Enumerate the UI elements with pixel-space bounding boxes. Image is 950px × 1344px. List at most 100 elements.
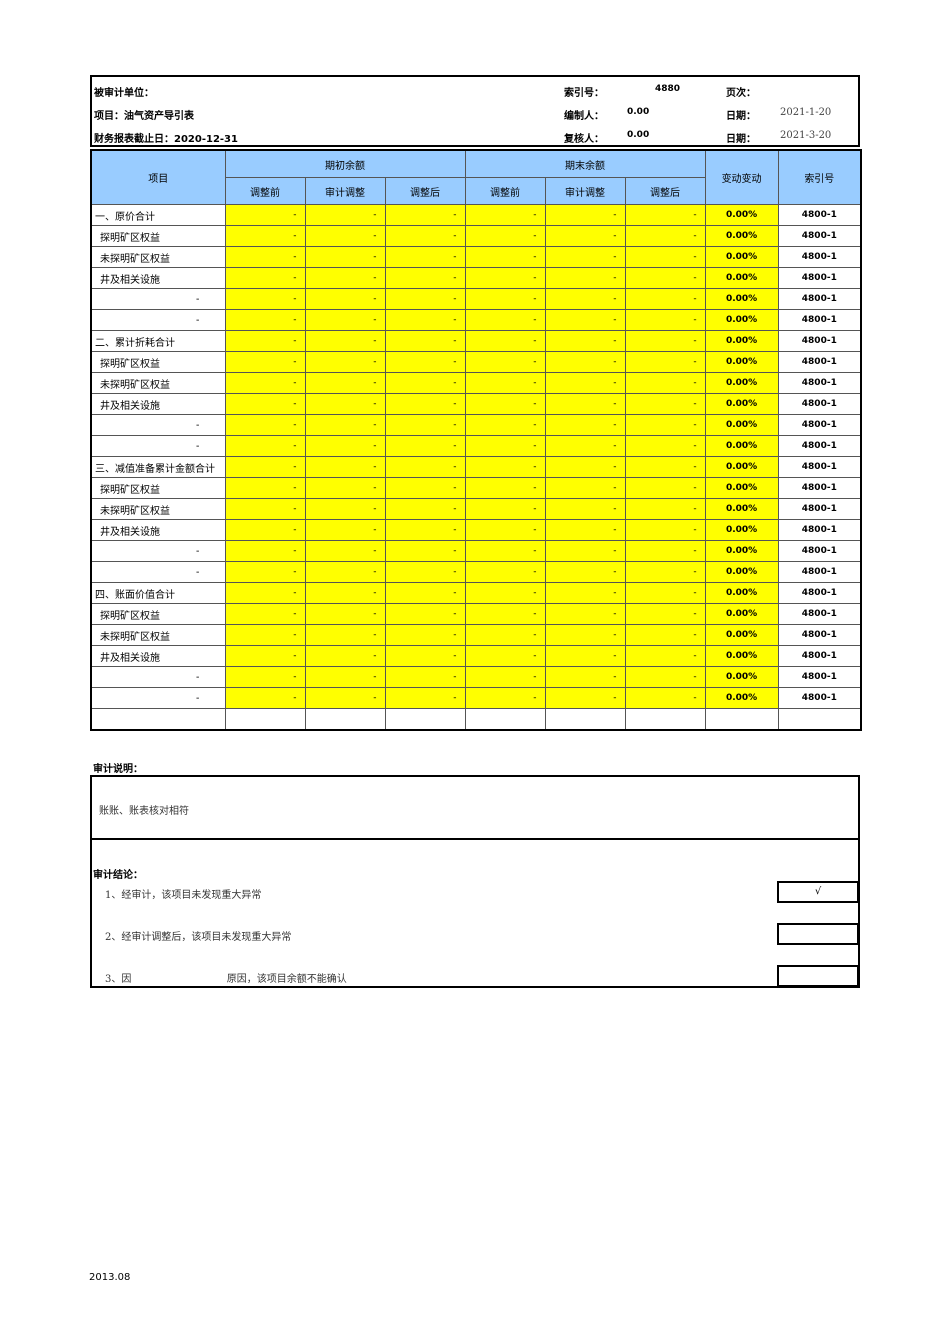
amount-cell: - <box>624 666 706 688</box>
index-value: 4880 <box>655 84 681 94</box>
amount-cell: - <box>624 540 706 562</box>
index-cell: 4800-1 <box>777 330 862 352</box>
amount-cell: - <box>384 435 466 457</box>
blank-cell <box>704 708 779 731</box>
amount-cell: - <box>224 393 306 415</box>
amount-cell: - <box>464 540 546 562</box>
change-cell: 0.00% <box>704 330 779 352</box>
amount-cell: - <box>464 456 546 478</box>
table-row: - - - - - - -0.00% 4800-1 <box>90 435 862 457</box>
amount-cell: - <box>624 435 706 457</box>
index-cell: 4800-1 <box>777 372 862 394</box>
change-cell: 0.00% <box>704 435 779 457</box>
index-cell: 4800-1 <box>777 288 862 310</box>
group-opening: 期初余额 <box>224 149 466 178</box>
explanation-label: 审计说明： <box>93 764 143 775</box>
amount-cell: - <box>464 687 546 709</box>
blank-cell <box>90 708 226 731</box>
amount-cell: - <box>544 540 626 562</box>
amount-cell: - <box>304 435 386 457</box>
amount-cell: - <box>624 477 706 499</box>
table-row: - - - - - - -0.00% 4800-1 <box>90 561 862 583</box>
amount-cell: - <box>624 309 706 331</box>
index-cell: 4800-1 <box>777 414 862 436</box>
index-cell: 4800-1 <box>777 246 862 268</box>
amount-cell: - <box>624 288 706 310</box>
amount-cell: - <box>224 204 306 226</box>
amount-cell: - <box>224 288 306 310</box>
amount-cell: - <box>624 372 706 394</box>
amount-cell: - <box>544 393 626 415</box>
amount-cell: - <box>464 225 546 247</box>
change-cell: 0.00% <box>704 519 779 541</box>
row-label: - <box>90 414 226 436</box>
index-cell: 4800-1 <box>777 435 862 457</box>
amount-cell: - <box>384 687 466 709</box>
amount-cell: - <box>304 330 386 352</box>
amount-cell: - <box>544 204 626 226</box>
header-block: 被审计单位： 项目：油气资产导引表 财务报表截止日：2020-12-31 索引号… <box>90 75 860 147</box>
amount-cell: - <box>304 519 386 541</box>
table-row: 二、累计折耗合计 - - - - - -0.00% 4800-1 <box>90 330 862 352</box>
amount-cell: - <box>464 603 546 625</box>
amount-cell: - <box>304 267 386 289</box>
amount-cell: - <box>624 561 706 583</box>
change-cell: 0.00% <box>704 351 779 373</box>
amount-cell: - <box>464 204 546 226</box>
conclusion-checkbox[interactable]: √ <box>777 881 859 903</box>
amount-cell: - <box>544 372 626 394</box>
row-label: 探明矿区权益 <box>90 477 226 499</box>
amount-cell: - <box>384 372 466 394</box>
amount-cell: - <box>544 477 626 499</box>
amount-cell: - <box>304 456 386 478</box>
row-label: 探明矿区权益 <box>90 351 226 373</box>
amount-cell: - <box>544 498 626 520</box>
change-cell: 0.00% <box>704 414 779 436</box>
table-row: 探明矿区权益 - - - - - -0.00% 4800-1 <box>90 351 862 373</box>
amount-cell: - <box>224 582 306 604</box>
conclusion-option: 3、因 原因，该项目余额不能确认 <box>105 974 347 985</box>
table-row: 四、账面价值合计 - - - - - -0.00% 4800-1 <box>90 582 862 604</box>
table-row: - - - - - - -0.00% 4800-1 <box>90 288 862 310</box>
conclusion-checkbox[interactable] <box>777 923 859 945</box>
amount-cell: - <box>384 603 466 625</box>
explanation-box: 账账、账表核对相符 <box>90 775 860 840</box>
change-cell: 0.00% <box>704 540 779 562</box>
row-label: 未探明矿区权益 <box>90 624 226 646</box>
table-row: - - - - - - -0.00% 4800-1 <box>90 414 862 436</box>
sub-col-header: 调整后 <box>384 177 466 205</box>
row-label: 未探明矿区权益 <box>90 498 226 520</box>
amount-cell: - <box>384 477 466 499</box>
amount-cell: - <box>224 351 306 373</box>
amount-cell: - <box>464 477 546 499</box>
amount-cell: - <box>544 645 626 667</box>
amount-cell: - <box>384 561 466 583</box>
amount-cell: - <box>384 624 466 646</box>
change-cell: 0.00% <box>704 288 779 310</box>
amount-cell: - <box>384 351 466 373</box>
blank-cell <box>544 708 626 731</box>
sub-col-header: 审计调整 <box>544 177 626 205</box>
amount-cell: - <box>624 414 706 436</box>
blank-cell <box>624 708 706 731</box>
change-cell: 0.00% <box>704 456 779 478</box>
amount-cell: - <box>624 624 706 646</box>
blank-cell <box>384 708 466 731</box>
conclusion-box <box>90 838 860 988</box>
amount-cell: - <box>384 666 466 688</box>
amount-cell: - <box>304 372 386 394</box>
table-row: 一、原价合计 - - - - - -0.00% 4800-1 <box>90 204 862 226</box>
amount-cell: - <box>464 288 546 310</box>
amount-cell: - <box>384 288 466 310</box>
table-row: 未探明矿区权益 - - - - - -0.00% 4800-1 <box>90 498 862 520</box>
conclusion-checkbox[interactable] <box>777 965 859 987</box>
amount-cell: - <box>384 519 466 541</box>
amount-cell: - <box>384 414 466 436</box>
index-cell: 4800-1 <box>777 540 862 562</box>
row-label: 未探明矿区权益 <box>90 246 226 268</box>
index-cell: 4800-1 <box>777 225 862 247</box>
index-cell: 4800-1 <box>777 666 862 688</box>
amount-cell: - <box>544 519 626 541</box>
amount-cell: - <box>624 351 706 373</box>
amount-cell: - <box>224 561 306 583</box>
